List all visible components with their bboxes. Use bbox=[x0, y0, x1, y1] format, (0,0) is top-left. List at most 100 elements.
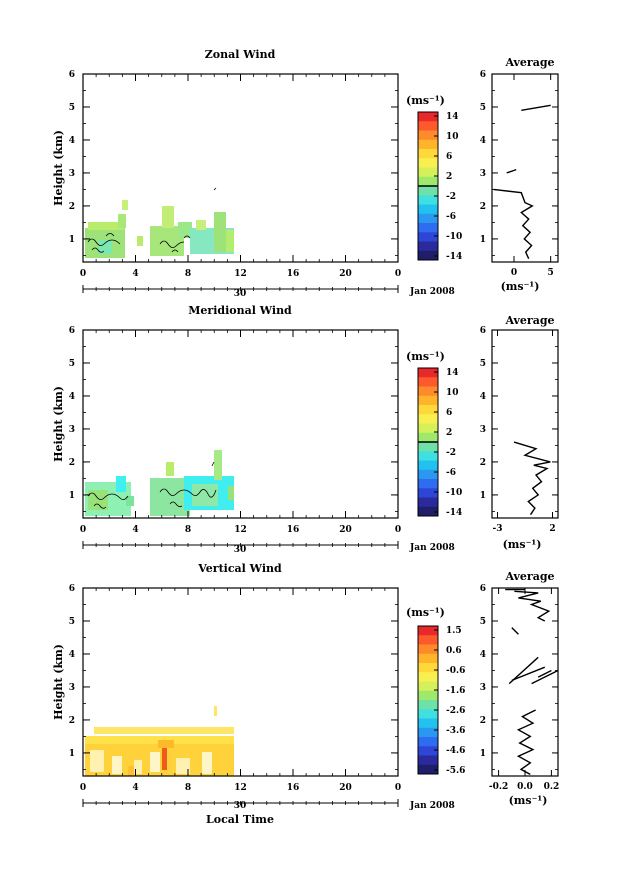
colorbar-label: 14 bbox=[446, 112, 459, 122]
colorbar-swatch bbox=[418, 405, 438, 415]
colorbar-swatch bbox=[418, 204, 438, 215]
date-strip: 30 Jan 2008 bbox=[82, 541, 455, 555]
colorbar-label: 10 bbox=[446, 388, 459, 398]
colorbar-swatch bbox=[418, 460, 438, 471]
average-profile-line bbox=[516, 709, 536, 776]
average-profile-line bbox=[537, 669, 552, 678]
average-title: Average bbox=[504, 56, 554, 69]
average-y-tick-label: 4 bbox=[480, 136, 486, 146]
colorbar-swatch bbox=[418, 737, 438, 747]
data-patch bbox=[178, 222, 192, 238]
colorbar-swatch bbox=[418, 121, 438, 131]
average-x-tick-label: -0.2 bbox=[489, 782, 508, 792]
average-y-tick-label: 3 bbox=[480, 169, 486, 179]
average-y-tick-label: 3 bbox=[480, 683, 486, 693]
date-strip: 30 Jan 2008 bbox=[82, 285, 455, 299]
data-patch bbox=[116, 476, 126, 492]
average-y-tick-label: 2 bbox=[480, 202, 486, 212]
contour-line bbox=[87, 187, 217, 253]
average-panel: Average (ms⁻¹) 1 2 3 4 5 6 -3 2 bbox=[480, 314, 559, 551]
average-x-label: (ms⁻¹) bbox=[509, 794, 548, 807]
colorbar-swatch bbox=[418, 414, 438, 424]
colorbar-swatch bbox=[418, 423, 438, 434]
colorbar-swatch bbox=[418, 451, 438, 461]
colorbar-swatch bbox=[418, 727, 438, 738]
x-tick-label: 4 bbox=[132, 269, 138, 279]
data-patch bbox=[122, 200, 128, 210]
date-day-label: 30 bbox=[234, 545, 247, 555]
data-patch bbox=[128, 766, 134, 776]
colorbar-swatch bbox=[418, 764, 438, 775]
colorbar-label: -2.6 bbox=[446, 706, 465, 716]
colorbar-swatch bbox=[418, 681, 438, 692]
data-patch bbox=[88, 490, 108, 510]
colorbar-label: -6 bbox=[446, 212, 456, 222]
average-title: Average bbox=[504, 570, 554, 583]
colorbar: 1.5 0.6 -0.6 -1.6 -2.6 -3.6 -4.6 -5.6 bbox=[417, 625, 465, 776]
average-x-tick-label: 0 bbox=[511, 268, 517, 278]
colorbar-swatch bbox=[418, 139, 438, 150]
colorbar-swatch bbox=[418, 368, 438, 378]
x-tick-label: 20 bbox=[339, 525, 352, 535]
average-y-tick-label: 5 bbox=[480, 103, 486, 113]
average-panel: Average (ms⁻¹) 1 2 3 4 5 6 0 5 bbox=[480, 56, 559, 293]
data-patch bbox=[98, 240, 112, 254]
chart-title: Zonal Wind bbox=[205, 48, 276, 61]
average-y-tick-label: 4 bbox=[480, 392, 486, 402]
chart-title: Vertical Wind bbox=[197, 562, 282, 575]
colorbar-swatch bbox=[418, 395, 438, 406]
colorbar-label: 14 bbox=[446, 368, 459, 378]
colorbar-swatch bbox=[418, 506, 438, 517]
colorbar-label: 2 bbox=[446, 428, 452, 438]
colorbar: 14 10 6 2 -2 -6 -10 -14 bbox=[417, 111, 462, 262]
x-tick-label: 8 bbox=[185, 525, 191, 535]
colorbar-swatch bbox=[418, 176, 438, 187]
colorbar-label: -2 bbox=[446, 448, 456, 458]
data-patch bbox=[150, 478, 190, 516]
colorbar-swatch bbox=[418, 488, 438, 498]
colorbar-label: -3.6 bbox=[446, 726, 465, 736]
average-x-tick-label: -3 bbox=[493, 524, 503, 534]
colorbar-swatch bbox=[418, 232, 438, 242]
y-tick-label: 1 bbox=[69, 749, 75, 759]
colorbar-swatch bbox=[418, 149, 438, 159]
y-tick-label: 2 bbox=[69, 458, 75, 468]
data-patch bbox=[88, 222, 124, 230]
average-profile-line bbox=[514, 590, 551, 622]
average-profile-line bbox=[508, 656, 539, 685]
colorbar-label: 6 bbox=[446, 152, 452, 162]
heatmap-field bbox=[85, 187, 234, 258]
average-frame bbox=[491, 587, 559, 777]
average-y-tick-label: 6 bbox=[480, 584, 486, 594]
data-patch bbox=[94, 727, 234, 734]
x-tick-label: 0 bbox=[80, 525, 86, 535]
y-tick-label: 6 bbox=[69, 584, 75, 594]
colorbar-swatch bbox=[418, 479, 438, 489]
average-profile-line bbox=[521, 104, 551, 111]
colorbar-swatch bbox=[418, 223, 438, 233]
average-x-tick-label: 2 bbox=[549, 524, 555, 534]
data-patch bbox=[162, 206, 174, 228]
data-patch bbox=[137, 236, 143, 246]
average-y-tick-label: 2 bbox=[480, 458, 486, 468]
x-tick-label: 12 bbox=[234, 525, 247, 535]
x-tick-label: 12 bbox=[234, 269, 247, 279]
average-y-tick-label: 1 bbox=[480, 491, 486, 501]
colorbar-label: -2 bbox=[446, 192, 456, 202]
average-x-tick-label: 0.2 bbox=[544, 782, 560, 792]
data-patch bbox=[118, 214, 126, 228]
average-y-tick-label: 1 bbox=[480, 235, 486, 245]
heatmap-field bbox=[85, 450, 234, 516]
colorbar-swatch bbox=[418, 644, 438, 655]
y-tick-label: 3 bbox=[69, 169, 75, 179]
colorbar-swatch bbox=[418, 195, 438, 205]
colorbar-swatch bbox=[418, 130, 438, 141]
data-patch bbox=[202, 752, 212, 774]
data-patch bbox=[228, 486, 234, 500]
colorbar-swatch bbox=[418, 663, 438, 673]
x-tick-label: 20 bbox=[339, 269, 352, 279]
average-profile-line bbox=[506, 168, 517, 174]
colorbar: 14 10 6 2 -2 -6 -10 -14 bbox=[417, 367, 462, 518]
